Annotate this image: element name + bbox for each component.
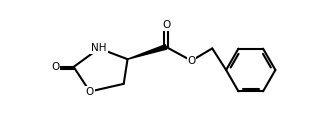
Text: O: O (187, 56, 196, 66)
Text: NH: NH (91, 43, 107, 53)
Text: O: O (86, 87, 94, 96)
Text: O: O (51, 62, 59, 72)
Text: O: O (162, 20, 170, 30)
Polygon shape (128, 45, 167, 59)
